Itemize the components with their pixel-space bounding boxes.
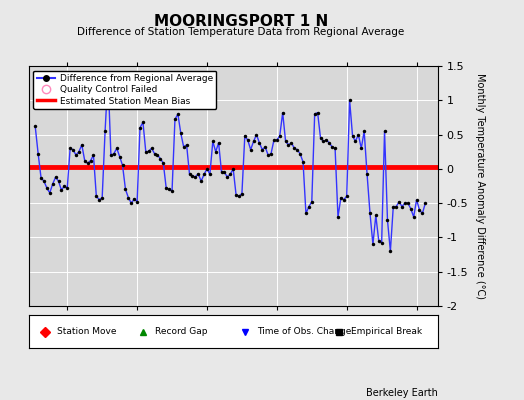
Text: Station Move: Station Move	[57, 327, 116, 336]
Text: Time of Obs. Change: Time of Obs. Change	[257, 327, 351, 336]
Text: Berkeley Earth: Berkeley Earth	[366, 388, 438, 398]
Text: Difference of Station Temperature Data from Regional Average: Difference of Station Temperature Data f…	[78, 27, 405, 37]
Text: Record Gap: Record Gap	[155, 327, 207, 336]
Y-axis label: Monthly Temperature Anomaly Difference (°C): Monthly Temperature Anomaly Difference (…	[475, 73, 485, 299]
Text: Empirical Break: Empirical Break	[351, 327, 422, 336]
Legend: Difference from Regional Average, Quality Control Failed, Estimated Station Mean: Difference from Regional Average, Qualit…	[34, 70, 216, 109]
Text: MOORINGSPORT 1 N: MOORINGSPORT 1 N	[154, 14, 328, 29]
